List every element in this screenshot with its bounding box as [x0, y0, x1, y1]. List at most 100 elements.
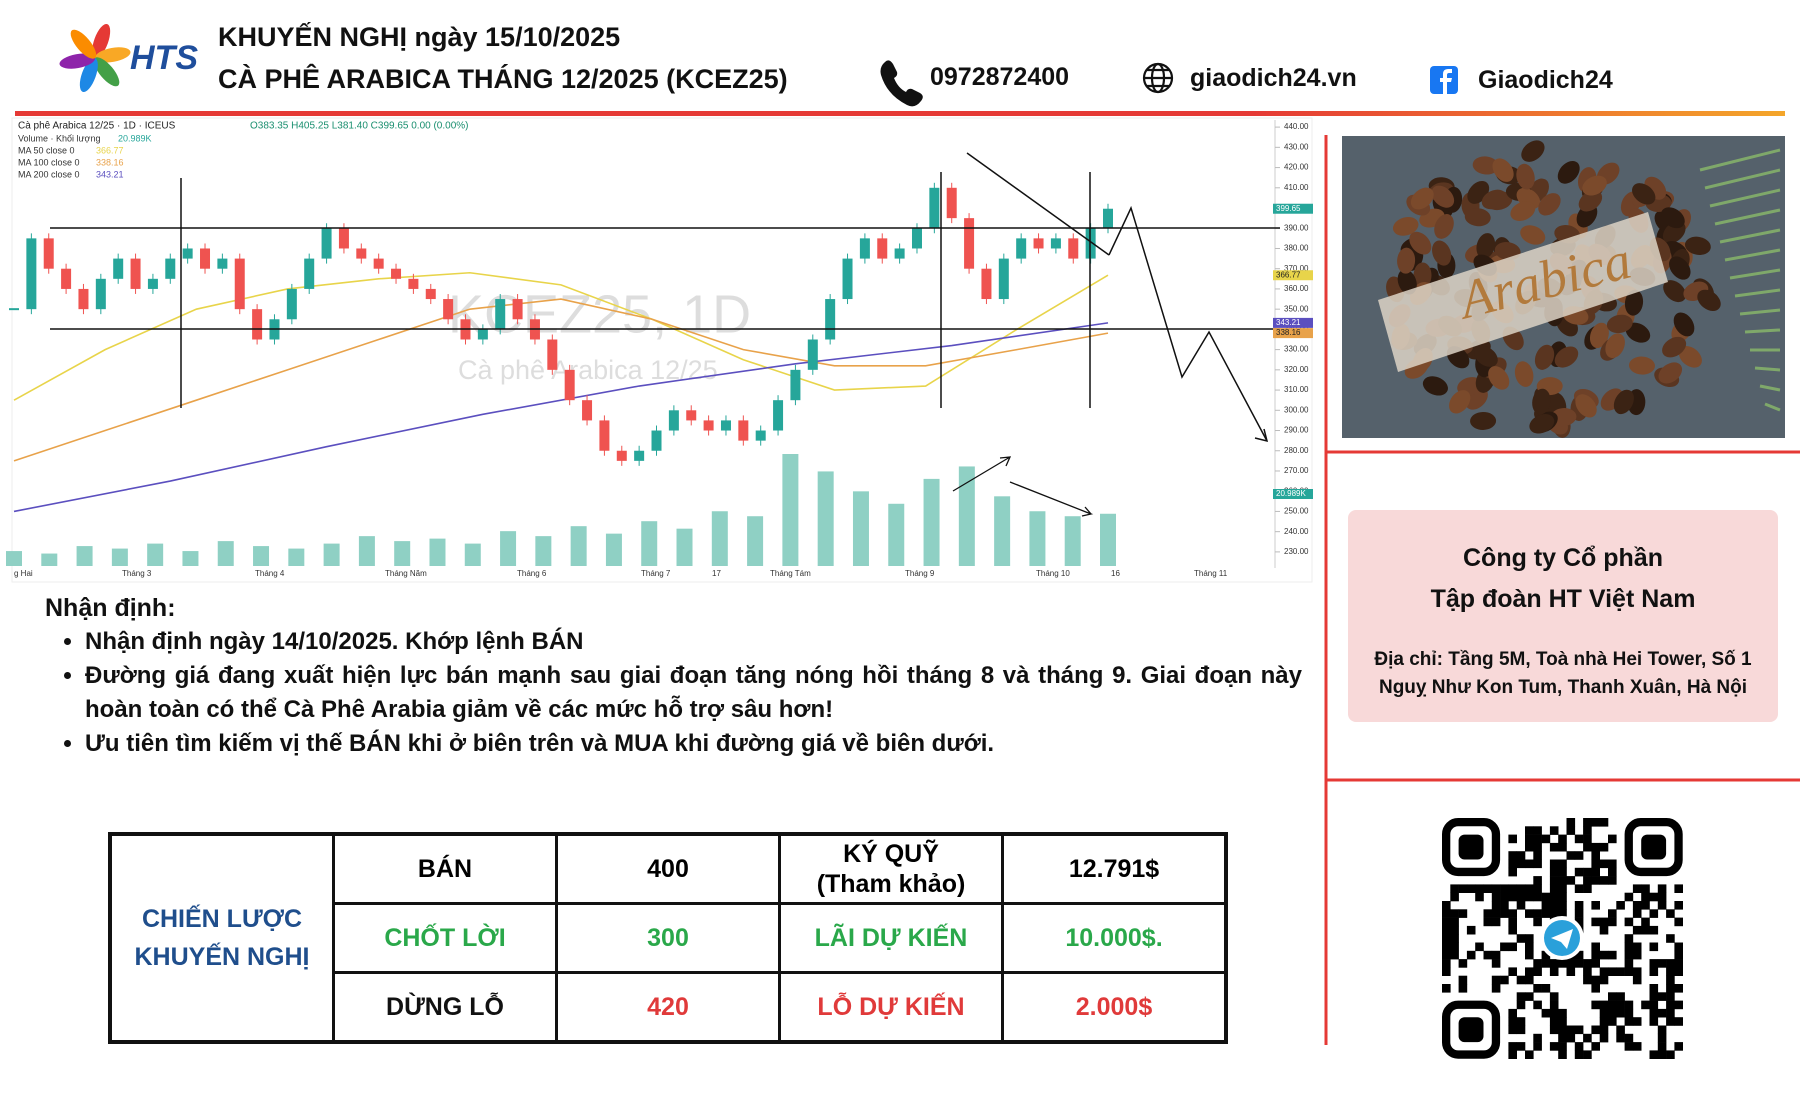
- bean: [1557, 160, 1580, 184]
- qr-module: [1516, 851, 1526, 860]
- qr-module: [1657, 884, 1667, 893]
- bean: [1492, 158, 1514, 182]
- address: Nguỵ Như Kon Tum, Thanh Xuân, Hà Nội: [1378, 677, 1748, 698]
- qr-module: [1525, 975, 1534, 985]
- qr-module: [1525, 1050, 1534, 1059]
- qr-module: [1491, 884, 1501, 893]
- qr-module: [1558, 834, 1567, 844]
- qr-module: [1591, 851, 1600, 860]
- ma-tag: [1273, 270, 1313, 281]
- candle: [147, 278, 158, 289]
- qr-module: [1583, 826, 1592, 835]
- candle: [634, 450, 645, 461]
- qr-module: [1583, 1050, 1592, 1059]
- header-rule: [15, 111, 1785, 116]
- qr-module: [1533, 909, 1542, 918]
- bean: [1662, 336, 1687, 358]
- volume-bar: [535, 536, 552, 566]
- price-tag: [1273, 203, 1313, 214]
- qr-module: [1450, 909, 1459, 918]
- bean: [1488, 366, 1510, 390]
- x-tick-label: Tháng Năm: [385, 569, 427, 578]
- qr-module: [1566, 876, 1576, 885]
- qr-module: [1525, 967, 1534, 976]
- phone-icon: [880, 60, 923, 107]
- qr-module: [1583, 818, 1592, 827]
- qr-module: [1549, 1042, 1559, 1051]
- candle: [95, 278, 106, 310]
- qr-module: [1533, 917, 1542, 927]
- qr-module: [1649, 1000, 1659, 1010]
- bean: [1431, 185, 1455, 208]
- volume-bar: [570, 526, 587, 566]
- candle: [252, 309, 263, 340]
- candle: [304, 258, 315, 289]
- qr-module: [1483, 884, 1493, 893]
- qr-module: [1541, 984, 1551, 993]
- volume-bar: [1029, 511, 1046, 566]
- qr-module: [1541, 950, 1551, 960]
- cell-text: (Tham khảo): [816, 870, 966, 898]
- bean: [1514, 361, 1534, 387]
- qr-module: [1674, 1042, 1683, 1051]
- qr-module: [1483, 909, 1493, 918]
- candle: [859, 238, 870, 259]
- analysis-title: Nhận định:: [45, 594, 176, 622]
- chart-frame: [11, 117, 1313, 583]
- qr-module: [1533, 984, 1542, 993]
- qr-module: [1500, 942, 1509, 952]
- candle: [113, 258, 124, 279]
- candle: [720, 420, 731, 431]
- legend-label: MA 100 close 0: [18, 157, 80, 167]
- qr-module: [1641, 901, 1650, 910]
- bean: [1575, 394, 1597, 418]
- bean: [1470, 411, 1497, 430]
- y-tick-label: 440.00: [1284, 122, 1309, 131]
- candle: [703, 420, 714, 431]
- qr-module: [1541, 892, 1551, 902]
- qr-module: [1624, 1042, 1634, 1051]
- legend-value: 343.21: [96, 169, 124, 179]
- company-box: [1348, 510, 1778, 722]
- qr-module: [1500, 975, 1509, 985]
- candle: [182, 248, 193, 259]
- candle: [512, 299, 523, 320]
- bean: [1669, 256, 1691, 280]
- bean: [1434, 214, 1454, 239]
- website: giaodich24.vn: [1190, 64, 1357, 92]
- candle: [43, 238, 54, 269]
- qr-module: [1649, 1017, 1659, 1026]
- candle: [286, 288, 297, 320]
- company: Công ty Cổ phần Tập đoàn HT Việt Nam Địa…: [1348, 538, 1778, 702]
- qr-module: [1666, 1000, 1675, 1010]
- volume-bar: [923, 478, 940, 566]
- qr-module: [1616, 967, 1625, 976]
- candle: [200, 248, 211, 269]
- candle: [616, 450, 627, 461]
- qr-module: [1558, 1050, 1567, 1059]
- qr-finder: [1641, 834, 1667, 860]
- volume-bar: [217, 541, 234, 566]
- bean: [1397, 269, 1417, 295]
- qr-module: [1558, 867, 1567, 877]
- ma-line: [13, 271, 1109, 401]
- bean: [1632, 183, 1656, 205]
- candle: [547, 339, 558, 370]
- phone: 0972872400: [930, 63, 1070, 91]
- qr-module: [1516, 901, 1526, 910]
- qr-module: [1624, 934, 1634, 943]
- qr-module: [1674, 967, 1683, 976]
- qr-module: [1574, 909, 1584, 918]
- qr-module: [1525, 834, 1534, 844]
- qr-module: [1491, 975, 1501, 985]
- candle: [26, 238, 37, 310]
- y-tick-label: 420.00: [1284, 163, 1309, 172]
- bean: [1464, 208, 1491, 227]
- qr-module: [1599, 876, 1609, 885]
- qr-module: [1657, 1042, 1667, 1051]
- qr-module: [1674, 901, 1683, 910]
- bean: [1578, 190, 1603, 212]
- analysis: Nhận định: Nhận định ngày 14/10/2025. Kh…: [45, 594, 1302, 761]
- qr-finder: [1442, 1000, 1501, 1059]
- y-tick-label: 310.00: [1284, 385, 1309, 394]
